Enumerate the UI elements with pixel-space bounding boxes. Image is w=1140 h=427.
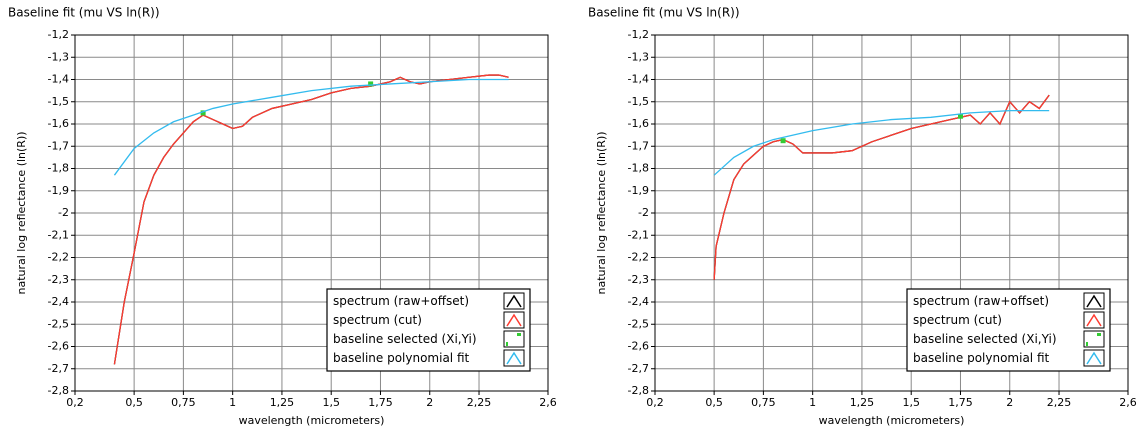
- series-line: [713, 94, 1050, 280]
- y-tick-label: -2,7: [48, 362, 69, 375]
- y-tick-label: -1,6: [48, 117, 69, 130]
- y-tick-label: -1,9: [48, 184, 69, 197]
- x-tick-label: 0,5: [125, 396, 143, 409]
- y-tick-label: -2: [58, 206, 69, 219]
- legend-marker: [506, 351, 522, 365]
- x-tick-label: 0,2: [646, 396, 664, 409]
- legend-marker: [1086, 313, 1102, 327]
- legend-label: spectrum (raw+offset): [913, 294, 1049, 308]
- data-point: [200, 110, 206, 116]
- legend-label: baseline polynomial fit: [913, 351, 1050, 365]
- legend-box: [906, 288, 1111, 372]
- y-tick-label: -2,1: [628, 228, 649, 241]
- x-tick-label: 1,25: [270, 396, 295, 409]
- legend-label: baseline polynomial fit: [333, 351, 470, 365]
- x-axis-label: wavelength (micrometers): [819, 414, 965, 427]
- legend-label: spectrum (cut): [333, 313, 422, 327]
- y-tick-label: -2,6: [628, 340, 649, 353]
- x-tick-label: 2,25: [467, 396, 492, 409]
- y-tick-label: -1,2: [48, 28, 69, 41]
- y-tick-label: -1,8: [48, 162, 69, 175]
- y-tick-label: -1,5: [628, 95, 649, 108]
- y-tick-label: -1,9: [628, 184, 649, 197]
- y-tick-label: -2,2: [628, 251, 649, 264]
- x-tick-label: 2,6: [539, 396, 557, 409]
- y-tick-label: -1,5: [48, 95, 69, 108]
- y-tick-label: -2,3: [628, 273, 649, 286]
- plot-border: [74, 34, 549, 392]
- y-tick-label: -2,4: [628, 295, 649, 308]
- legend-marker: [1086, 342, 1088, 346]
- x-tick-label: 0,5: [705, 396, 723, 409]
- y-tick-label: -2,5: [628, 317, 649, 330]
- legend-marker: [1086, 294, 1102, 308]
- legend-marker: [506, 313, 522, 327]
- x-tick-label: 2: [1006, 396, 1013, 409]
- legend-marker: [506, 342, 508, 346]
- x-tick-label: 2: [426, 396, 433, 409]
- y-tick-label: -1,3: [48, 50, 69, 63]
- chart-title: Baseline fit (mu VS ln(R)): [588, 6, 740, 20]
- x-tick-label: 1,75: [948, 396, 973, 409]
- y-tick-label: -2: [638, 206, 649, 219]
- y-tick-label: -1,6: [628, 117, 649, 130]
- legend-label: baseline selected (Xi,Yi): [913, 332, 1057, 346]
- y-tick-label: -2,4: [48, 295, 69, 308]
- chart-title: Baseline fit (mu VS ln(R)): [8, 6, 160, 20]
- y-tick-label: -2,5: [48, 317, 69, 330]
- y-tick-label: -2,3: [48, 273, 69, 286]
- y-tick-label: -1,3: [628, 50, 649, 63]
- series-line: [713, 110, 1050, 176]
- y-tick-label: -1,2: [628, 28, 649, 41]
- y-axis-label: natural log reflectance (ln(R)): [15, 131, 28, 294]
- y-tick-label: -1,4: [628, 73, 649, 86]
- y-tick-label: -2,1: [48, 228, 69, 241]
- plot-border: [654, 34, 1129, 392]
- legend-label: spectrum (cut): [913, 313, 1002, 327]
- legend-label: baseline selected (Xi,Yi): [333, 332, 477, 346]
- x-tick-label: 1,25: [850, 396, 875, 409]
- x-tick-label: 1: [809, 396, 816, 409]
- x-tick-label: 2,25: [1047, 396, 1072, 409]
- y-tick-label: -2,8: [628, 384, 649, 397]
- legend-label: spectrum (raw+offset): [333, 294, 469, 308]
- y-tick-label: -2,2: [48, 251, 69, 264]
- chart: Baseline fit (mu VS ln(R)) -1,2 -1,3 -1,4 -1…: [8, 6, 557, 427]
- y-tick-label: -1,7: [48, 139, 69, 152]
- y-tick-label: -2,7: [628, 362, 649, 375]
- x-tick-label: 0,75: [751, 396, 776, 409]
- x-tick-label: 1,75: [368, 396, 393, 409]
- series-line: [113, 78, 509, 176]
- y-tick-label: -1,4: [48, 73, 69, 86]
- x-tick-label: 1,5: [902, 396, 920, 409]
- x-tick-label: 2,6: [1119, 396, 1137, 409]
- x-tick-label: 1,5: [322, 396, 340, 409]
- legend-marker: [1097, 333, 1101, 336]
- legend: spectrum (raw+offset) spectrum (cut) basel…: [326, 288, 531, 372]
- data-point: [780, 138, 786, 144]
- y-tick-label: -2,8: [48, 384, 69, 397]
- data-point: [368, 81, 374, 87]
- chart: Baseline fit (mu VS ln(R)) -1,2 -1,3 -1,4 -1…: [588, 6, 1137, 427]
- legend-marker: [517, 333, 521, 336]
- y-tick-label: -1,7: [628, 139, 649, 152]
- x-axis-label: wavelength (micrometers): [239, 414, 385, 427]
- x-tick-label: 0,75: [171, 396, 196, 409]
- legend-box: [326, 288, 531, 372]
- y-axis-label: natural log reflectance (ln(R)): [595, 131, 608, 294]
- y-tick-label: -2,6: [48, 340, 69, 353]
- y-tick-label: -1,8: [628, 162, 649, 175]
- data-point: [957, 113, 963, 119]
- x-tick-label: 0,2: [66, 396, 84, 409]
- legend-marker: [1086, 351, 1102, 365]
- x-tick-label: 1: [229, 396, 236, 409]
- legend-marker: [506, 294, 522, 308]
- legend: spectrum (raw+offset) spectrum (cut) basel…: [906, 288, 1111, 372]
